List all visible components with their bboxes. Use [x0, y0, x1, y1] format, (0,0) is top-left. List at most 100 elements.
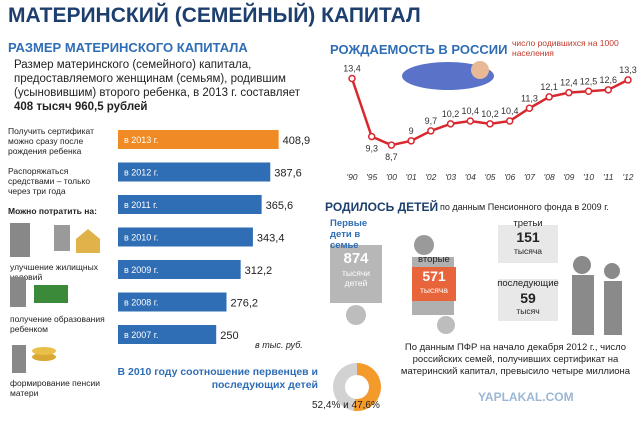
marker	[545, 93, 553, 101]
value-label: 8,7	[385, 152, 398, 162]
pie-joiner: и	[343, 400, 349, 411]
section-heading: РАЗМЕР МАТЕРИНСКОГО КАПИТАЛА	[8, 40, 248, 55]
value-label: 9,3	[365, 144, 378, 154]
chart-title: В 2010 году соотношение первенцев и посл…	[117, 366, 319, 391]
person-icon	[10, 223, 30, 257]
marker	[367, 132, 376, 141]
amount: 408 тысяч 960,5 рублей	[14, 101, 148, 113]
adult-figure	[414, 235, 434, 255]
note: Получить сертификат можно сразу после ро…	[8, 126, 94, 156]
group-number: 571	[422, 268, 446, 284]
value-label: 13,3	[619, 65, 637, 75]
adult-figure	[572, 275, 594, 335]
value-label: 250	[220, 330, 238, 342]
group-label: Первые дети в семье	[330, 218, 368, 251]
group-unit: тысяч	[516, 306, 540, 316]
group-number: 874	[343, 250, 369, 267]
unit-label: в тыс. руб.	[255, 340, 303, 350]
marker	[624, 76, 632, 84]
intro-text: Размер материнского (семейного) капитала…	[14, 59, 300, 99]
marker	[387, 141, 396, 149]
pie-label: 47,6%	[351, 400, 380, 411]
use-item: получение образования ребенком	[10, 314, 105, 334]
marker	[427, 127, 435, 135]
bar	[118, 325, 217, 344]
books-icon	[34, 285, 68, 303]
marker	[505, 117, 514, 125]
person-icon	[12, 345, 26, 373]
marker	[446, 120, 455, 128]
value-label: 9	[409, 126, 414, 136]
watermark: YAPLAKAL.COM	[478, 390, 574, 404]
x-tick-label: '05	[484, 172, 495, 182]
value-label: 10,4	[501, 106, 519, 116]
value-label: 387,6	[274, 168, 302, 180]
icons	[10, 223, 100, 373]
value-label: 12,4	[560, 78, 578, 88]
baby-blanket	[402, 62, 494, 90]
adult-figure	[573, 256, 591, 274]
x-tick-label: '01	[406, 172, 417, 182]
group-unit: тысяча	[419, 285, 448, 295]
value-label: 343,4	[257, 233, 285, 245]
category-label: в 2007 г.	[124, 330, 159, 340]
category-label: в 2009 г.	[124, 265, 159, 275]
bar	[118, 130, 279, 149]
baby-head	[471, 61, 489, 79]
pie-labels: 52,4% и 47,6%	[312, 400, 380, 411]
marker	[348, 74, 356, 83]
group-number: 59	[520, 290, 536, 306]
x-tick-label: '04	[465, 172, 476, 182]
house-icon	[76, 229, 100, 253]
value-label: 9,7	[425, 116, 438, 126]
note: Распоряжаться средствами – только через …	[8, 166, 91, 196]
value-label: 408,9	[283, 135, 311, 147]
figure-box	[498, 225, 558, 263]
x-tick-label: '06	[504, 172, 515, 182]
bar	[118, 227, 253, 247]
x-tick-label: '11	[603, 172, 614, 182]
x-tick-label: '00	[386, 172, 397, 182]
coins-icon	[32, 353, 56, 361]
value-label: 12,1	[540, 82, 558, 92]
value-label: 11,3	[521, 93, 538, 103]
figure-box	[498, 279, 558, 321]
bar	[118, 260, 241, 279]
baby-figure	[346, 305, 366, 325]
group-unit: тысячи детей	[341, 268, 371, 288]
donut-hole	[345, 375, 369, 399]
person-icon	[10, 277, 26, 307]
figures	[330, 225, 622, 335]
figure-box	[412, 267, 456, 301]
category-label: в 2011 г.	[124, 200, 158, 210]
category-label: в 2010 г.	[124, 233, 159, 243]
x-tick-label: '12	[622, 172, 633, 182]
marker	[604, 86, 613, 94]
pie-slice	[333, 363, 357, 411]
x-tick-label: '03	[445, 172, 456, 182]
births-note: По данным ПФР на начало декабря 2012 г.,…	[400, 342, 631, 377]
note: Можно потратить на:	[8, 206, 97, 216]
group-label: вторые	[418, 254, 450, 265]
category-label: в 2013 г.	[124, 135, 159, 145]
marker	[584, 87, 593, 95]
x-tick-label: '10	[583, 172, 594, 182]
marker	[486, 120, 494, 128]
value-label: 276,2	[231, 298, 259, 310]
section-subtitle: по данным Пенсионного фонда в 2009 г.	[440, 202, 609, 212]
value-label: 312,2	[245, 265, 273, 277]
chart-subtitle: число родившихся на 1000 населения	[512, 38, 619, 58]
x-tick-label: '08	[544, 172, 555, 182]
bar	[118, 162, 271, 182]
use-item: улучшение жилищных условий	[10, 262, 98, 282]
marker	[565, 88, 573, 97]
group-label: последующие	[497, 278, 559, 289]
chart-title: РОЖДАЕМОСТЬ В РОССИИ	[330, 42, 508, 57]
adult-figure	[604, 281, 622, 335]
marker	[525, 104, 534, 112]
marker	[407, 137, 415, 145]
category-label: в 2012 г.	[124, 168, 159, 178]
figure-box	[330, 245, 382, 303]
section-heading: РОДИЛОСЬ ДЕТЕЙ	[325, 200, 439, 214]
